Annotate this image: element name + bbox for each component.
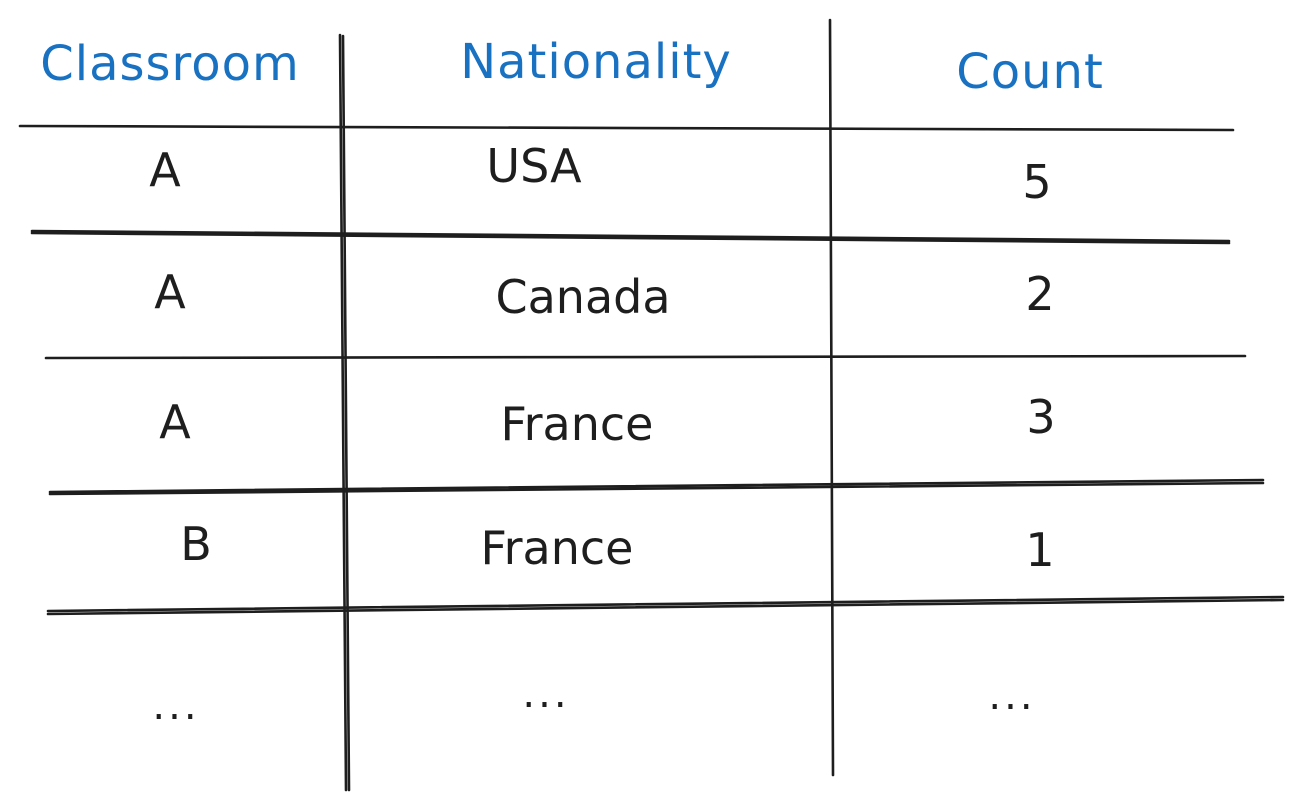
row-separator-1-echo: [30, 231, 1231, 245]
column-divider-1-echo: [341, 34, 351, 792]
cell-ellipsis: ...: [522, 671, 570, 717]
cell-nationality: Canada: [495, 270, 671, 324]
cell-classroom: A: [159, 395, 191, 449]
cell-count: 3: [1026, 390, 1056, 444]
cell-ellipsis: ...: [988, 673, 1036, 719]
cell-count: 2: [1025, 267, 1055, 321]
row-separator-4: [46, 595, 1285, 613]
cell-classroom: A: [154, 265, 186, 319]
column-divider-2: [828, 18, 835, 777]
cell-count: 5: [1022, 155, 1052, 209]
row-separator-2: [44, 354, 1247, 360]
column-header-nationality: Nationality: [460, 34, 732, 90]
column-header-count: Count: [956, 44, 1104, 100]
cell-nationality: USA: [486, 139, 582, 193]
row-separator-3: [48, 478, 1265, 494]
cell-nationality: France: [500, 397, 654, 451]
column-header-classroom: Classroom: [40, 36, 300, 92]
header-separator: [18, 124, 1235, 132]
column-divider-1: [338, 33, 348, 792]
row-separator-3-echo: [48, 481, 1265, 496]
row-separator-4-echo: [46, 598, 1285, 616]
cell-ellipsis: ...: [152, 683, 200, 729]
row-separator-1: [30, 229, 1231, 243]
cell-classroom: A: [149, 143, 181, 197]
cell-count: 1: [1025, 523, 1055, 577]
cell-classroom: B: [180, 517, 212, 571]
cell-nationality: France: [480, 521, 634, 575]
